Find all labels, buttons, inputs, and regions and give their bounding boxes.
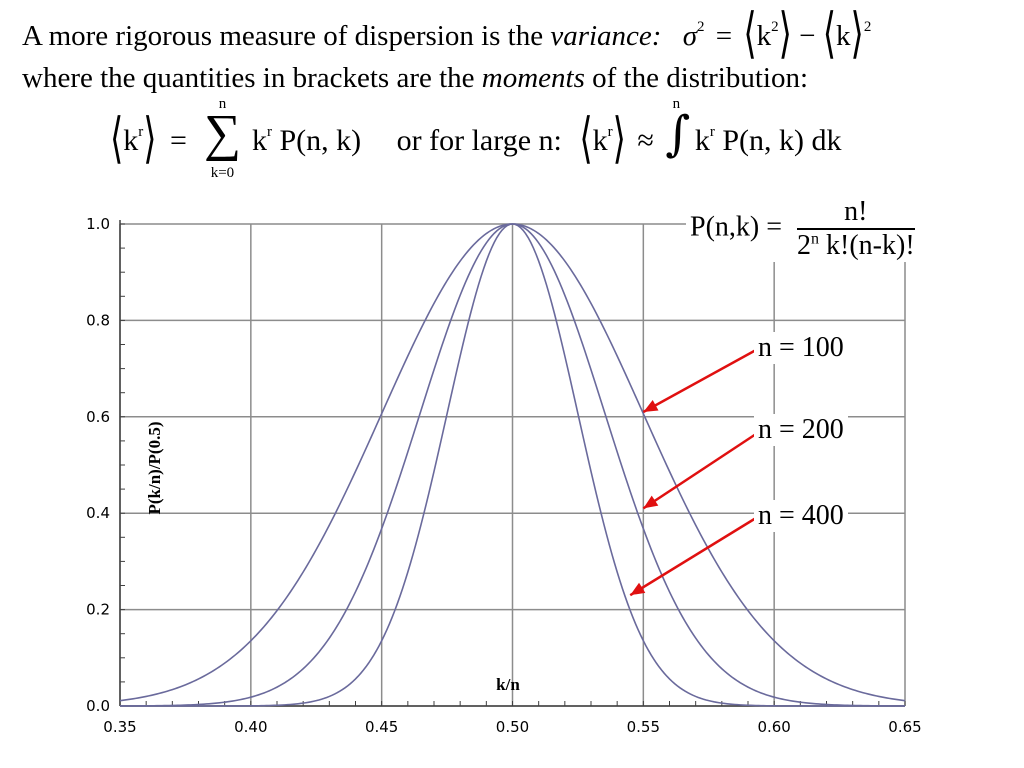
pnk-fraction: n! 2n k!(n-k)! — [797, 196, 915, 262]
integral-term: P(n, k) dk — [722, 124, 842, 157]
variance-k-1: k — [756, 20, 772, 52]
variance-k-2: k — [836, 20, 851, 52]
k-square-exp: 2 — [771, 19, 779, 35]
label-n-200: n = 200 — [754, 414, 848, 446]
mean-square-exp: 2 — [863, 19, 872, 35]
int-upper-limit: n — [672, 96, 681, 112]
moment-r-4: r — [709, 124, 715, 140]
pnk-lhs: P(n,k) = — [690, 211, 783, 243]
moment-r-2: r — [266, 124, 272, 140]
moments-intro-text: where the quantities in brackets are the — [22, 62, 482, 94]
x-tick-label: 0.40 — [234, 718, 267, 736]
angle-close-1: ⟩ — [778, 2, 792, 66]
angle-open-1: ⟨ — [743, 2, 757, 66]
x-tick-label: 0.60 — [757, 718, 790, 736]
arrow-line — [642, 348, 757, 414]
moments-word: moments — [481, 62, 585, 94]
arrow-head — [643, 495, 659, 509]
moment-equation: ⟨kr⟩ = n ∑ k=0 kr P(n, k) or for large n… — [110, 96, 842, 200]
moment-equals: = — [170, 124, 187, 157]
angle-open-3: ⟨ — [110, 107, 124, 171]
y-axis-label: P(k/n)/P(0.5) — [145, 421, 164, 514]
x-tick-label: 0.55 — [627, 718, 660, 736]
int-symbol: ∫ — [665, 106, 691, 162]
moment-k-2: k — [251, 124, 267, 157]
moment-k-4: k — [694, 124, 710, 157]
angle-open-2: ⟨ — [822, 2, 837, 66]
variance-equals: = — [715, 20, 733, 52]
x-tick-label: 0.50 — [496, 718, 529, 736]
angle-open-4: ⟨ — [579, 107, 593, 171]
angle-close-3: ⟩ — [143, 107, 157, 171]
x-tick-label: 0.35 — [103, 718, 136, 736]
label-n-400: n = 400 — [754, 500, 848, 532]
pnk-den-rest: k!(n-k)! — [819, 230, 915, 261]
y-tick-label: 0.0 — [86, 697, 110, 715]
moment-sum-term: P(n, k) — [279, 124, 362, 157]
arrow-head — [643, 399, 659, 412]
pnk-formula: P(n,k) = n! 2n k!(n-k)! — [686, 196, 919, 262]
sigma-symbol: σ — [682, 20, 698, 52]
arrow-head — [630, 582, 646, 596]
moments-suffix-text: of the distribution: — [584, 62, 809, 94]
chart-curves — [119, 223, 906, 707]
moment-r-3: r — [607, 124, 613, 140]
pnk-den-exp: n — [811, 230, 820, 248]
arrow-line — [642, 432, 757, 510]
variance-sentence: A more rigorous measure of dispersion is… — [22, 2, 872, 66]
label-n-100: n = 100 — [754, 332, 848, 364]
angle-close-2: ⟩ — [850, 2, 864, 66]
chart-arrows — [629, 348, 757, 597]
curve-n400 — [120, 223, 905, 707]
chart-tick-labels: 0.35 0.40 0.45 0.50 0.55 0.60 0.65 0.0 0.2 0.4 0.6… — [86, 215, 922, 736]
chart-grid — [119, 223, 906, 707]
sigma-square: 2 — [697, 19, 705, 35]
moment-k-1: k — [123, 124, 139, 157]
x-axis-label: k/n — [496, 675, 520, 694]
y-tick-label: 1.0 — [86, 215, 110, 233]
x-tick-label: 0.65 — [888, 718, 921, 736]
moment-k-3: k — [592, 124, 608, 157]
y-tick-label: 0.8 — [86, 311, 110, 329]
arrow-line — [629, 516, 757, 597]
y-tick-label: 0.2 — [86, 601, 110, 619]
y-tick-label: 0.4 — [86, 504, 110, 522]
x-tick-label: 0.45 — [365, 718, 398, 736]
pnk-den-base: 2 — [797, 230, 812, 261]
variance-formula: σ2 = ⟨k2⟩ − ⟨k⟩2 — [682, 2, 872, 66]
moments-sentence: where the quantities in brackets are the… — [22, 62, 808, 95]
pnk-denominator: 2n k!(n-k)! — [797, 230, 915, 262]
sum-upper-limit: n — [218, 96, 227, 112]
angle-close-4: ⟩ — [612, 107, 626, 171]
y-tick-label: 0.6 — [86, 408, 110, 426]
integral: n ∫ — [665, 96, 690, 158]
summation: n ∑ k=0 — [200, 96, 244, 181]
variance-intro-text: A more rigorous measure of dispersion is… — [22, 20, 551, 52]
variance-word: variance: — [550, 20, 662, 52]
approx-symbol: ≈ — [637, 124, 654, 157]
moment-r-1: r — [138, 124, 144, 140]
large-n-text: or for large n: — [396, 124, 562, 157]
sum-lower-limit: k=0 — [210, 165, 235, 181]
pnk-numerator: n! — [797, 196, 915, 230]
sum-symbol: ∑ — [203, 105, 241, 162]
variance-minus: − — [799, 20, 816, 52]
